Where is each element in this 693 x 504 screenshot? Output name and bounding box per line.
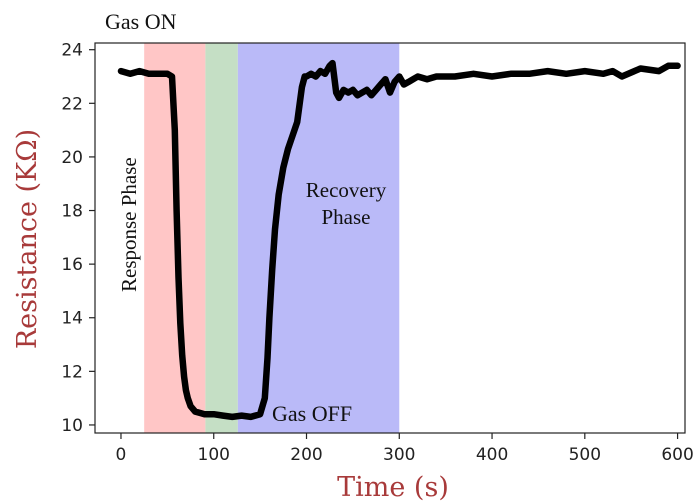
y-tick-label-16: 16 xyxy=(61,255,83,275)
resistance-series-line xyxy=(117,59,681,421)
gas-off-annotation: Gas OFF xyxy=(272,401,352,426)
y-tick-label-14: 14 xyxy=(61,309,83,329)
x-tick-label-100: 100 xyxy=(198,445,230,465)
x-tick-label-300: 300 xyxy=(383,445,415,465)
y-tick-label-18: 18 xyxy=(61,202,83,222)
response-phase-annotation: Response Phase xyxy=(117,157,141,292)
x-axis-ticks: 0 100 200 300 400 500 600 xyxy=(116,433,693,465)
x-tick-label-500: 500 xyxy=(569,445,601,465)
x-tick-label-200: 200 xyxy=(290,445,322,465)
x-tick-label-400: 400 xyxy=(476,445,508,465)
y-tick-label-22: 22 xyxy=(61,94,83,114)
y-tick-label-12: 12 xyxy=(61,362,83,382)
region-recovery xyxy=(237,43,400,433)
x-tick-label-600: 600 xyxy=(661,445,693,465)
y-tick-label-10: 10 xyxy=(61,416,83,436)
recovery-phase-annotation-line1: Recovery xyxy=(306,178,387,202)
x-axis-title: Time (s) xyxy=(337,472,449,503)
x-tick-label-0: 0 xyxy=(116,445,127,465)
y-tick-label-20: 20 xyxy=(61,148,83,168)
gas-on-annotation: Gas ON xyxy=(105,9,177,34)
recovery-phase-annotation-line2: Phase xyxy=(322,205,371,229)
y-axis-title: Resistance (KΩ) xyxy=(12,129,43,349)
y-axis-ticks: 10 12 14 16 18 20 22 24 xyxy=(61,41,95,436)
region-gas-hold xyxy=(205,43,238,433)
plot-frame xyxy=(94,42,686,434)
y-tick-label-24: 24 xyxy=(61,41,83,61)
